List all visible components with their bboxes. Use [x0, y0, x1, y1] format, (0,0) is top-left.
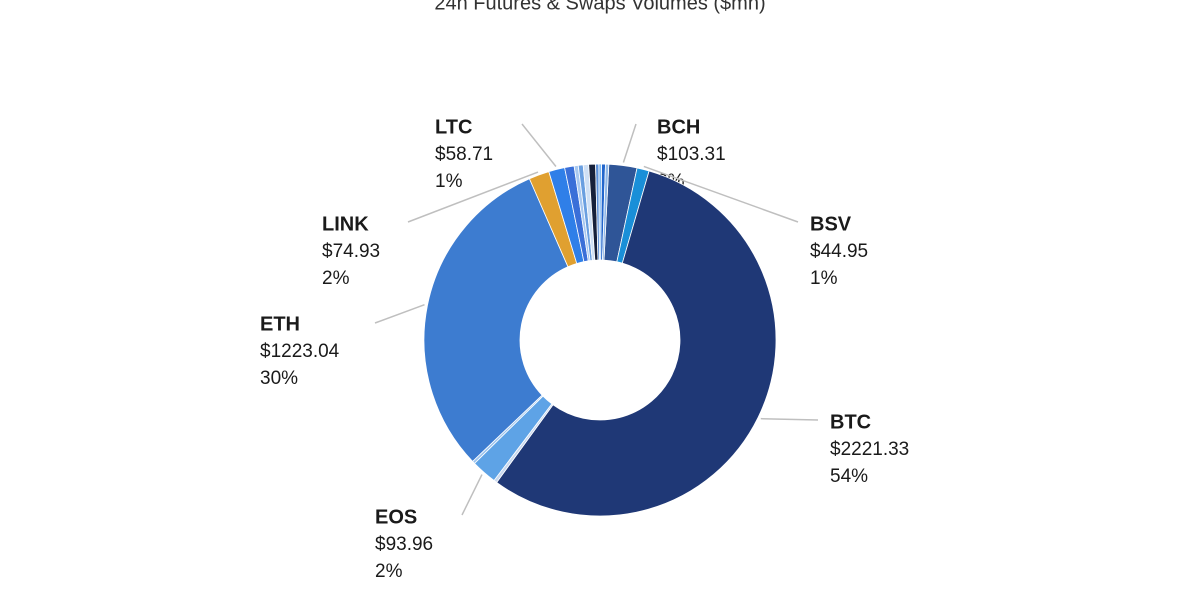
- slice-value-label: $93.96: [375, 534, 433, 555]
- slice-value-label: $58.71: [435, 144, 493, 165]
- slice-value-label: $1223.04: [260, 341, 340, 362]
- leader-line: [374, 303, 425, 324]
- slice-percent-label: 1%: [435, 171, 463, 192]
- leader-line: [407, 171, 539, 223]
- slice-percent-label: 2%: [322, 268, 350, 289]
- donut-slice: [423, 178, 569, 462]
- leader-line: [622, 123, 637, 163]
- slice-category: LINK: [322, 213, 369, 235]
- slice-percent-label: 1%: [810, 268, 838, 289]
- donut-slice: [496, 170, 777, 517]
- slice-category: BSV: [810, 213, 852, 235]
- slice-category: ETH: [260, 313, 300, 335]
- leader-line: [461, 474, 483, 516]
- slice-category: EOS: [375, 506, 417, 528]
- slice-value-label: $2221.33: [830, 439, 909, 460]
- slice-percent-label: 30%: [260, 368, 298, 389]
- slice-value-label: $103.31: [657, 144, 726, 165]
- slice-category: BTC: [830, 411, 871, 433]
- slice-value-label: $44.95: [810, 241, 868, 262]
- slice-category: LTC: [435, 116, 472, 138]
- donut-slice: [602, 163, 610, 261]
- slice-value-label: $74.93: [322, 241, 380, 262]
- leader-line: [760, 417, 819, 421]
- slice-category: BCH: [657, 116, 700, 138]
- chart-title: 24h Futures & Swaps Volumes ($mn): [434, 0, 765, 14]
- leader-line: [643, 165, 799, 223]
- slice-percent-label: 54%: [830, 466, 868, 487]
- slice-percent-label: 2%: [375, 561, 403, 582]
- leader-line: [521, 123, 557, 167]
